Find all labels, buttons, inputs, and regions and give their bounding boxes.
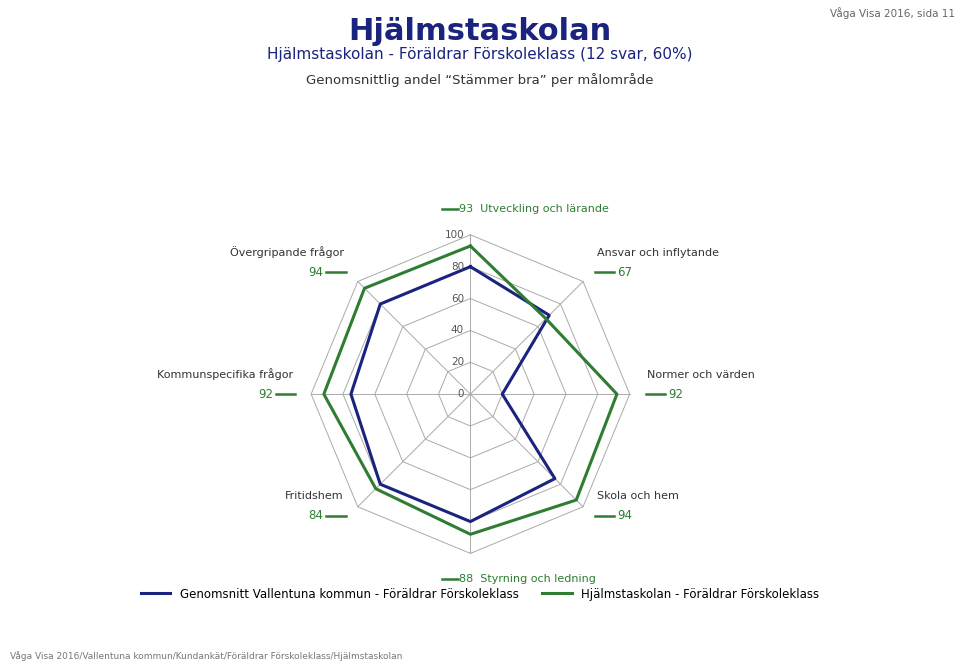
Text: 40: 40 [451,325,464,335]
Text: 94: 94 [308,266,324,279]
Text: Skola och hem: Skola och hem [597,492,679,502]
Text: 80: 80 [451,262,464,272]
Text: 92: 92 [258,387,273,401]
Text: 88  Styrning och ledning: 88 Styrning och ledning [459,574,596,584]
Text: Våga Visa 2016/Vallentuna kommun/Kundankät/Föräldrar Förskoleklass/Hjälmstaskola: Våga Visa 2016/Vallentuna kommun/Kundank… [10,651,402,661]
Text: Våga Visa 2016, sida 11: Våga Visa 2016, sida 11 [830,7,955,19]
Text: 20: 20 [451,357,464,367]
Text: 84: 84 [308,509,324,522]
Text: Hjälmstaskolan - Föräldrar Förskoleklass (12 svar, 60%): Hjälmstaskolan - Föräldrar Förskoleklass… [267,47,693,61]
Legend: Genomsnitt Vallentuna kommun - Föräldrar Förskoleklass, Hjälmstaskolan - Föräldr: Genomsnitt Vallentuna kommun - Föräldrar… [136,583,824,605]
Text: Ansvar och inflytande: Ansvar och inflytande [597,248,719,258]
Text: Genomsnittlig andel “Stämmer bra” per målområde: Genomsnittlig andel “Stämmer bra” per må… [306,73,654,88]
Text: 93  Utveckling och lärande: 93 Utveckling och lärande [459,204,610,214]
Text: 0: 0 [458,389,464,399]
Text: 94: 94 [617,509,633,522]
Text: Hjälmstaskolan: Hjälmstaskolan [348,17,612,45]
Text: Kommunspecifika frågor: Kommunspecifika frågor [157,368,294,380]
Text: 92: 92 [668,387,683,401]
Text: Normer och värden: Normer och värden [647,370,756,380]
Text: 60: 60 [451,293,464,303]
Text: 67: 67 [617,266,633,279]
Text: Fritidshem: Fritidshem [285,492,344,502]
Text: Övergripande frågor: Övergripande frågor [230,246,344,258]
Text: 100: 100 [444,230,464,240]
